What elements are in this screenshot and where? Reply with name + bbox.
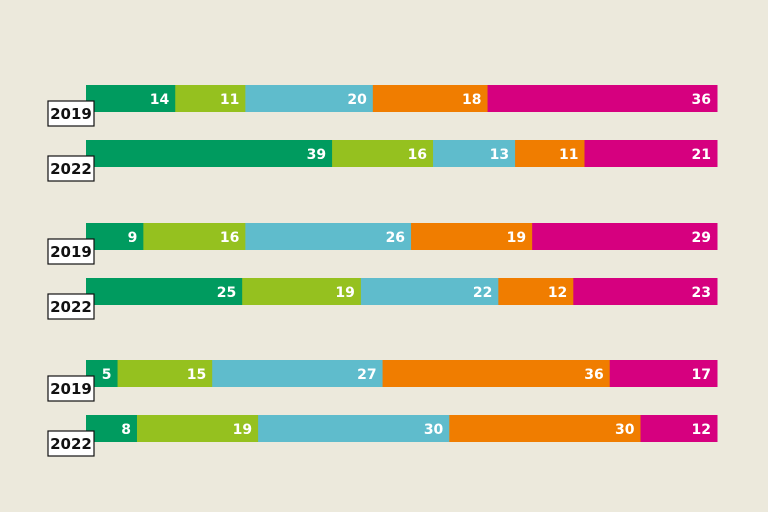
- year-label-box: [47, 293, 95, 320]
- data-label: 36: [692, 92, 711, 108]
- data-label: 14: [150, 92, 170, 108]
- year-label: 2019: [50, 105, 92, 123]
- year-label-box: [47, 430, 95, 457]
- year-label: 2019: [50, 380, 92, 398]
- year-label: 2019: [50, 243, 92, 261]
- bar-segment: [242, 278, 362, 305]
- data-label: 16: [220, 230, 239, 246]
- data-label: 11: [220, 92, 239, 108]
- bar-segment: [212, 360, 384, 387]
- bar-segment: [532, 223, 718, 250]
- data-label: 36: [584, 367, 603, 383]
- data-label: 8: [121, 422, 131, 438]
- bar-segment: [332, 140, 434, 167]
- bar-segment: [449, 415, 642, 442]
- bar-segment: [258, 415, 450, 442]
- data-label: 30: [615, 422, 635, 438]
- bar-segment: [433, 140, 516, 167]
- data-label: 13: [490, 147, 509, 163]
- data-label: 12: [692, 422, 711, 438]
- bar-segment: [372, 85, 489, 112]
- bar-segment: [117, 360, 213, 387]
- data-label: 12: [548, 285, 567, 301]
- data-label: 27: [357, 367, 376, 383]
- data-label: 16: [408, 147, 427, 163]
- bar-segment: [86, 85, 176, 112]
- data-label: 25: [217, 285, 236, 301]
- bar-segment: [487, 85, 718, 112]
- data-label: 11: [559, 147, 578, 163]
- bar-segment: [245, 85, 374, 112]
- bar-segment: [411, 223, 533, 250]
- data-label: 17: [692, 367, 711, 383]
- data-label: 26: [386, 230, 405, 246]
- data-label: 19: [233, 422, 252, 438]
- year-label: 2022: [50, 435, 92, 453]
- data-label: 18: [462, 92, 481, 108]
- year-label-box: [47, 375, 95, 402]
- bar-segment: [136, 415, 259, 442]
- data-label: 15: [187, 367, 206, 383]
- bar-segment: [382, 360, 611, 387]
- year-label: 2022: [50, 298, 92, 316]
- data-label: 21: [692, 147, 711, 163]
- year-label-box: [47, 100, 95, 127]
- bar-segment: [86, 278, 243, 305]
- data-label: 19: [507, 230, 526, 246]
- data-label: 20: [347, 92, 367, 108]
- data-label: 30: [424, 422, 444, 438]
- bar-segment: [515, 140, 585, 167]
- bar-segment: [175, 85, 246, 112]
- bar-segment: [86, 223, 144, 250]
- bar-segment: [640, 415, 718, 442]
- data-label: 23: [692, 285, 711, 301]
- bar-segment: [143, 223, 246, 250]
- year-label: 2022: [50, 160, 92, 178]
- year-label-box: [47, 238, 95, 265]
- bar-segment: [360, 278, 499, 305]
- data-label: 5: [102, 367, 112, 383]
- bar-segment: [573, 278, 718, 305]
- data-label: 39: [307, 147, 326, 163]
- data-label: 29: [692, 230, 711, 246]
- bar-segment: [609, 360, 718, 387]
- year-label-box: [47, 155, 95, 182]
- bar-segment: [86, 140, 333, 167]
- data-label: 22: [473, 285, 492, 301]
- bar-segment: [245, 223, 412, 250]
- bar-segment: [584, 140, 718, 167]
- bar-segment: [498, 278, 574, 305]
- data-label: 9: [128, 230, 138, 246]
- data-label: 19: [335, 285, 354, 301]
